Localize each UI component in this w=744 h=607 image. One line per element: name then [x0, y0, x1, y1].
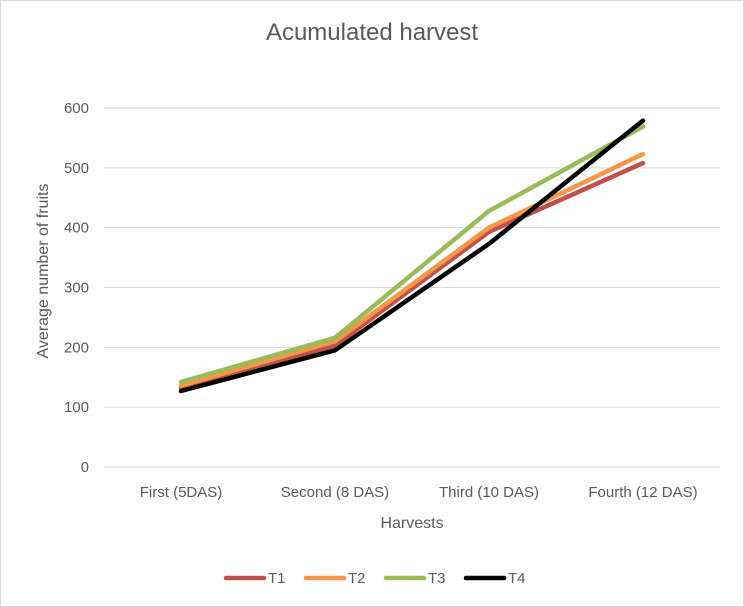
legend: T1 T2 T3 T4: [223, 570, 526, 587]
x-tick-label: Second (8 DAS): [281, 484, 389, 501]
y-tick-label: 200: [64, 339, 89, 356]
y-tick-label: 600: [64, 100, 89, 117]
y-tick-label: 300: [64, 280, 89, 297]
legend-label: T4: [508, 570, 526, 587]
y-tick-label: 100: [64, 399, 89, 416]
y-tick-labels: 0 100 200 300 400 500 600: [64, 100, 89, 476]
series-line-t2: [178, 151, 646, 388]
x-tick-labels: First (5DAS) Second (8 DAS) Third (10 DAS)…: [140, 484, 698, 501]
series-line-t1: [178, 160, 646, 391]
x-tick-label: First (5DAS): [140, 484, 223, 501]
legend-label: T1: [268, 570, 286, 587]
y-tick-label: 400: [64, 220, 89, 237]
series-lines: [178, 118, 646, 394]
chart-title: Acumulated harvest: [265, 19, 479, 46]
y-axis-title: Average number of fruits: [35, 184, 52, 359]
series-line-t3: [178, 124, 646, 385]
series-line-t4: [178, 118, 646, 394]
x-axis-title: Harvests: [380, 515, 443, 532]
legend-label: T2: [348, 570, 366, 587]
x-tick-label: Third (10 DAS): [439, 484, 539, 501]
y-tick-label: 500: [64, 160, 89, 177]
y-tick-label: 0: [81, 459, 89, 476]
legend-label: T3: [428, 570, 446, 587]
x-tick-label: Fourth (12 DAS): [588, 484, 697, 501]
